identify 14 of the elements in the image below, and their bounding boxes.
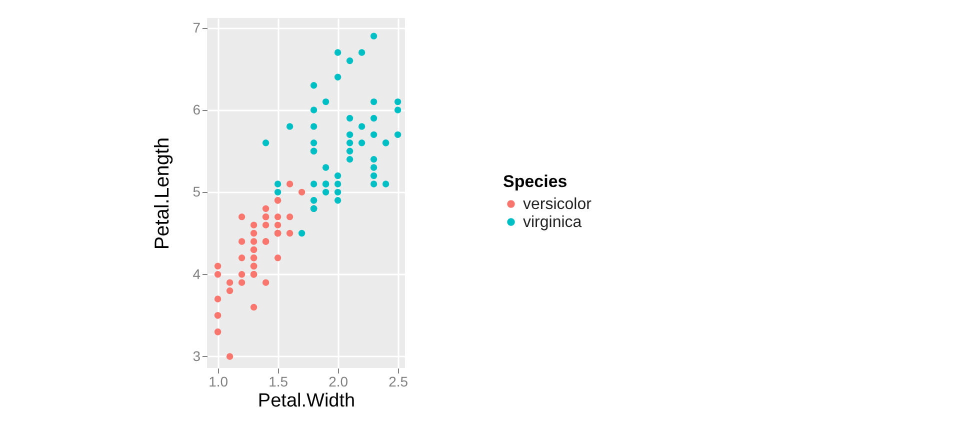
y-tick-label: 3	[192, 348, 201, 364]
x-tick-label: 1.5	[268, 374, 288, 390]
x-tick-label: 1.0	[208, 374, 228, 390]
legend-label: versicolor	[523, 196, 592, 213]
y-tick-label: 4	[192, 266, 201, 282]
y-tick-label: 5	[192, 184, 201, 200]
y-tick-label: 6	[192, 102, 201, 118]
x-tick-label: 2.5	[388, 374, 408, 390]
y-tick-label: 7	[192, 19, 201, 36]
legend-label: virginica	[523, 214, 582, 231]
x-axis-title: Petal.Width	[258, 390, 356, 412]
y-axis-title: Petal.Length	[152, 137, 174, 250]
legend-title: Species	[503, 172, 568, 191]
x-tick-label: 2.0	[328, 374, 348, 390]
